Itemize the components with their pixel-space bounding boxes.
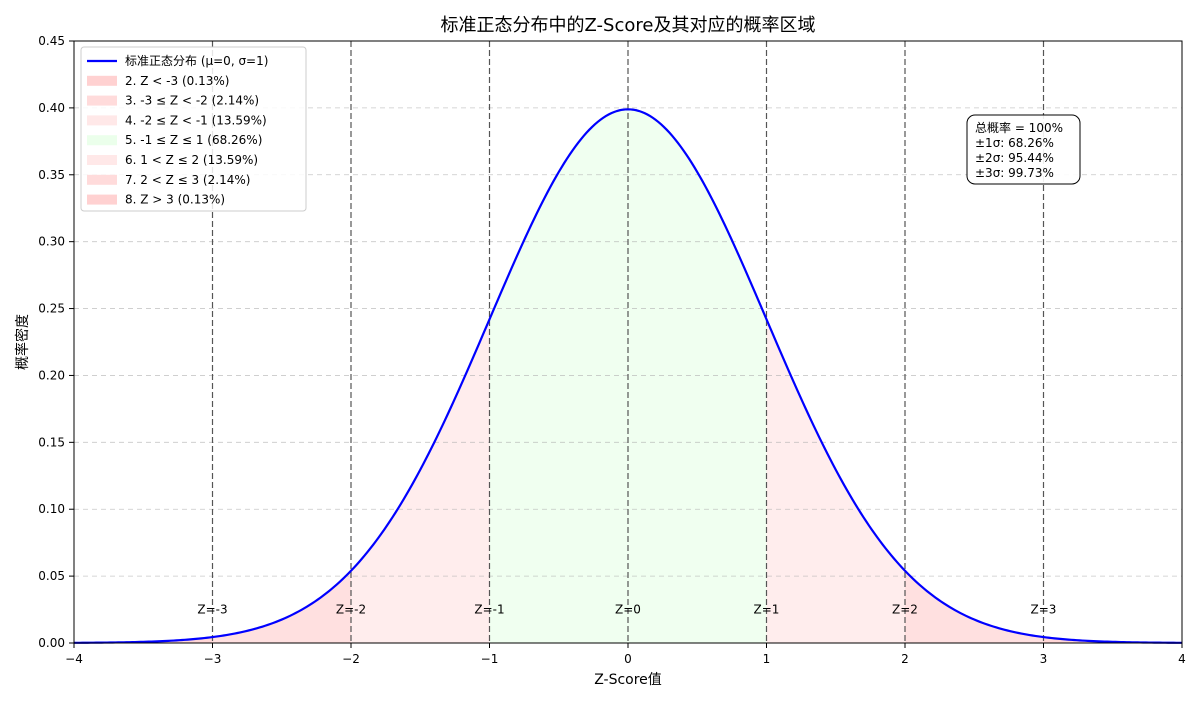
probability-region-1: [74, 637, 213, 643]
x-tick-label: 0: [624, 652, 632, 666]
legend-swatch: [87, 135, 117, 146]
y-tick-label: 0.35: [38, 168, 65, 182]
y-tick-label: 0.45: [38, 34, 65, 48]
chart-title: 标准正态分布中的Z-Score及其对应的概率区域: [441, 15, 816, 36]
axes: −4 −3 −2 −1 0 1 2 3 4 0.00 0.05 0.10 0.15 0.20 0.25 0.3…: [38, 34, 1186, 666]
x-tick-label: 2: [901, 652, 909, 666]
legend-label: 3. -3 ≤ Z < -2 (2.14%): [125, 94, 259, 108]
legend-label: 5. -1 ≤ Z ≤ 1 (68.26%): [125, 133, 262, 147]
info-box-line: ±1σ: 68.26%: [975, 136, 1054, 150]
legend-swatch: [87, 95, 117, 106]
legend-swatch: [87, 75, 117, 86]
info-box-line: ±2σ: 95.44%: [975, 151, 1054, 165]
probability-info-box: 总概率 = 100%±1σ: 68.26%±2σ: 95.44%±3σ: 99.…: [966, 114, 1081, 185]
z-line-label: Z=-3: [197, 603, 227, 617]
legend-box: [80, 46, 307, 212]
legend-swatch: [87, 155, 117, 165]
x-tick-label: −4: [65, 652, 83, 666]
x-tick-label: −2: [342, 652, 360, 666]
legend-label: 2. Z < -3 (0.13%): [125, 74, 229, 88]
probability-region-7: [1043, 637, 1182, 643]
info-box-frame: [966, 114, 1081, 185]
y-tick-label: 0.05: [38, 569, 65, 583]
info-box-line: 总概率 = 100%: [975, 120, 1063, 135]
z-line-label: Z=-1: [474, 603, 504, 617]
probability-region-6: [905, 570, 1044, 643]
z-line-label: Z=1: [754, 603, 780, 617]
y-axis-label: 概率密度: [14, 314, 31, 370]
x-tick-label: −1: [481, 652, 499, 666]
y-tick-label: 0.00: [38, 636, 65, 650]
x-tick-label: 4: [1178, 652, 1186, 666]
x-tick-label: 3: [1040, 652, 1048, 666]
y-tick-label: 0.10: [38, 502, 65, 516]
normal-distribution-curve: [73, 108, 1183, 644]
y-tick-label: 0.15: [38, 435, 65, 449]
z-line-label: Z=3: [1031, 603, 1057, 617]
normal-curve-layer: [73, 108, 1183, 644]
y-tick-label: 0.30: [38, 235, 65, 249]
z-line-label: Z=0: [615, 603, 641, 617]
legend-label: 4. -2 ≤ Z < -1 (13.59%): [125, 113, 267, 127]
y-tick-label: 0.25: [38, 302, 65, 316]
x-axis-label: Z-Score值: [594, 672, 662, 688]
legend-label: 8. Z > 3 (0.13%): [125, 193, 225, 207]
legend-swatch: [87, 115, 117, 126]
legend-swatch: [87, 174, 117, 185]
x-tick-label: 1: [763, 652, 771, 666]
y-tick-label: 0.40: [38, 101, 65, 115]
y-tick-label: 0.20: [38, 368, 65, 382]
legend-label: 6. 1 < Z ≤ 2 (13.59%): [125, 153, 258, 167]
legend-label: 7. 2 < Z ≤ 3 (2.14%): [125, 173, 250, 187]
x-tick-label: −3: [204, 652, 222, 666]
info-box-line: ±3σ: 99.73%: [975, 166, 1054, 180]
legend-label: 标准正态分布 (μ=0, σ=1): [125, 54, 268, 68]
probability-region-2: [212, 570, 351, 643]
z-line-label: Z=2: [892, 603, 918, 617]
z-line-label: Z=-2: [336, 603, 366, 617]
legend: 标准正态分布 (μ=0, σ=1) 2. Z < -3 (0.13%) 3. -3 …: [80, 46, 307, 212]
legend-swatch: [87, 194, 117, 205]
